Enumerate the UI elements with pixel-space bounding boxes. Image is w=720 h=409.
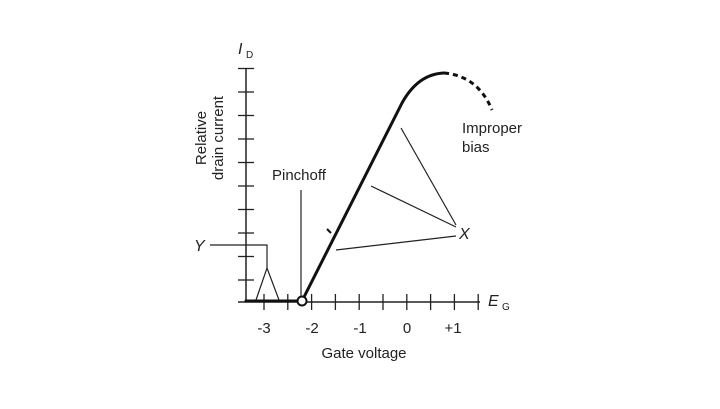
improper-bias-label-line1: Improper: [462, 120, 522, 137]
transfer-curve-dashed-extension: [443, 71, 494, 111]
x-pointer-line-3: [335, 235, 457, 251]
x-pointer-line-1: [400, 127, 457, 226]
pinchoff-label: Pinchoff: [272, 167, 327, 184]
x-tick-label: 0: [403, 320, 411, 337]
x-tick-label: +1: [444, 320, 461, 337]
y-axis-ticks: [238, 67, 254, 281]
x-tick-label: -2: [305, 320, 318, 337]
y-axis-subscript: D: [246, 50, 253, 61]
y-axis-label-line2: drain current: [210, 95, 227, 180]
x-axis-subscript: G: [502, 302, 510, 313]
y-axis-label-line1: Relative: [193, 111, 210, 165]
x-axis-symbol: E: [488, 293, 499, 310]
small-arrow-mark: [326, 228, 332, 234]
x-axis-label: Gate voltage: [321, 345, 406, 362]
x-tick-label: -3: [257, 320, 270, 337]
y-marker-label: Y: [194, 238, 206, 255]
x-pointer-line-2: [370, 185, 457, 228]
y-axis-symbol: I: [238, 41, 243, 58]
y-axis-label: Relative drain current: [193, 95, 227, 180]
transfer-curve: [301, 71, 446, 301]
improper-bias-label-line2: bias: [462, 139, 490, 156]
y-triangle-marker: [255, 266, 280, 301]
x-marker-label: X: [458, 226, 471, 243]
pinchoff-point: [296, 295, 308, 307]
y-pointer-bracket: [210, 244, 268, 268]
x-tick-label: -1: [353, 320, 366, 337]
